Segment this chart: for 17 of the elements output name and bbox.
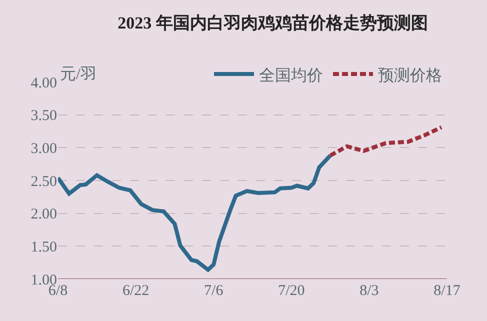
x-tick-label: 8/3 (360, 283, 379, 299)
x-tick-label: 6/22 (122, 283, 150, 299)
legend-label: 全国均价 (259, 67, 323, 84)
y-axis-title: 元/羽 (60, 66, 96, 83)
line-series (58, 154, 332, 272)
x-tick-label: 8/17 (434, 283, 461, 299)
legend-label: 预测价格 (378, 67, 442, 84)
x-tick-label: 7/6 (204, 283, 224, 299)
y-tick-label: 2.00 (30, 206, 57, 223)
y-tick-label: 4.00 (30, 75, 57, 92)
y-tick-label: 1.50 (30, 239, 57, 256)
y-tick-label: 2.50 (30, 174, 57, 190)
chart-title: 2023 年国内白羽肉鸡鸡苗价格走势预测图 (118, 13, 428, 32)
line-series (328, 125, 444, 158)
y-tick-label: 3.00 (30, 140, 57, 157)
y-tick-label: 3.50 (30, 108, 57, 124)
x-tick-label: 7/20 (278, 283, 305, 299)
